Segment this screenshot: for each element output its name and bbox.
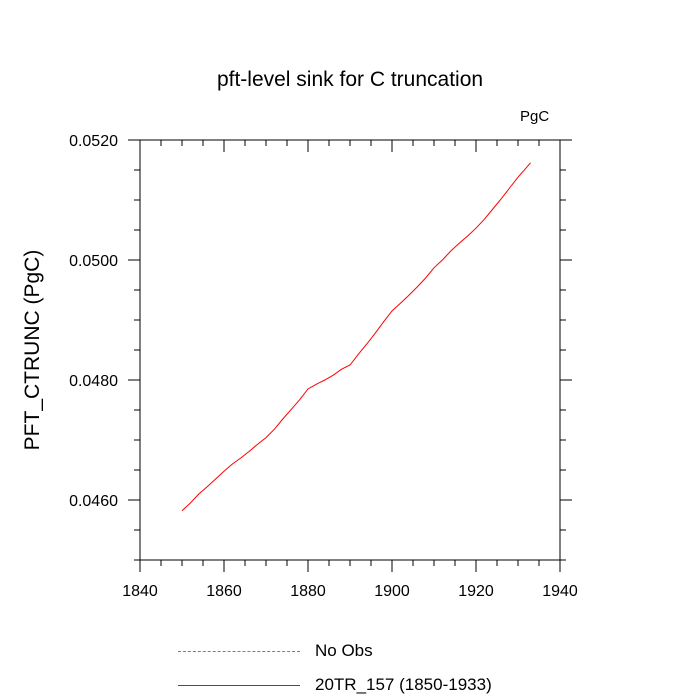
x-tick-label: 1920 [458, 583, 494, 600]
legend-swatch-solid [178, 685, 300, 686]
legend-item-20tr: 20TR_157 (1850-1933) [170, 675, 590, 695]
y-tick-label: 0.0500 [69, 253, 118, 270]
axis-ticks [128, 139, 572, 572]
legend-item-no-obs: No Obs [170, 641, 590, 661]
plot-frame [139, 139, 561, 561]
chart-title: pft-level sink for C truncation [216, 68, 484, 91]
series-line [181, 162, 531, 512]
legend-swatch-dashed [178, 651, 300, 652]
x-tick-label: 1940 [542, 583, 578, 600]
y-tick-label: 0.0520 [69, 133, 118, 150]
x-tick-label: 1900 [374, 583, 410, 600]
x-tick-label: 1840 [122, 583, 158, 600]
axis-tick-labels: 1840 1860 1880 1900 1920 1940 0.0460 0.0480 0.05… [69, 133, 578, 600]
y-axis-label: PFT_CTRUNC (PgC) [21, 249, 44, 451]
units-label: PgC [520, 108, 550, 125]
legend-label: 20TR_157 (1850-1933) [315, 675, 492, 694]
x-tick-label: 1880 [290, 583, 326, 600]
legend-label: No Obs [315, 641, 373, 660]
y-tick-label: 0.0460 [69, 493, 118, 510]
x-tick-label: 1860 [206, 583, 242, 600]
legend: No Obs 20TR_157 (1850-1933) [170, 640, 590, 698]
series-layer [181, 162, 531, 512]
y-tick-label: 0.0480 [69, 373, 118, 390]
